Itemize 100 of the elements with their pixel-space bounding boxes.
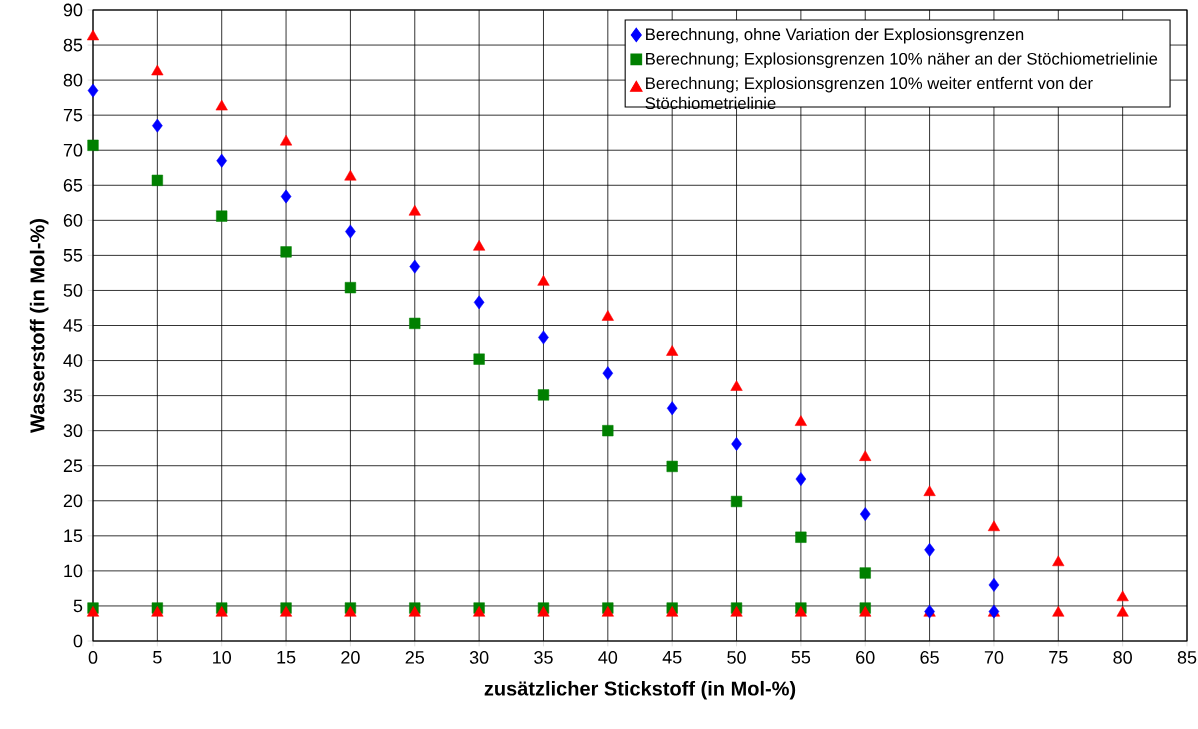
point [923, 485, 936, 496]
point [280, 134, 293, 146]
point [280, 246, 292, 258]
y-tick-label: 55 [63, 249, 83, 262]
point [87, 83, 99, 98]
point [409, 259, 421, 274]
x-tick-label: 15 [277, 651, 296, 664]
point [859, 450, 872, 461]
point [794, 415, 807, 426]
point [601, 310, 614, 321]
point [537, 275, 550, 286]
x-tick-label: 40 [598, 651, 618, 664]
y-tick-label: 65 [63, 178, 83, 192]
x-tick-label: 80 [1113, 651, 1132, 664]
point [538, 330, 549, 345]
x-axis-title: zusätzlicher Stickstoff (in Mol-%) [484, 680, 796, 700]
point [859, 567, 871, 579]
point [537, 606, 550, 617]
point [215, 99, 228, 111]
y-tick-label: 45 [63, 319, 83, 332]
point [859, 507, 871, 522]
point [473, 295, 485, 310]
point [730, 495, 743, 508]
point [730, 606, 743, 617]
point [216, 153, 227, 168]
point [86, 606, 100, 617]
y-tick-label: 85 [63, 38, 83, 52]
point [345, 224, 356, 239]
y-tick-label: 25 [63, 459, 83, 473]
y-tick-label: 50 [63, 284, 83, 297]
y-tick-label: 30 [63, 424, 83, 438]
point [666, 460, 678, 473]
y-axis-title: Wasserstoff (in Mol-%) [29, 219, 49, 433]
y-tick-label: 70 [63, 143, 83, 157]
point [987, 520, 1000, 532]
x-tick-label: 50 [727, 651, 746, 664]
y-tick-label: 35 [63, 389, 83, 402]
point [602, 425, 614, 437]
point [859, 606, 872, 617]
point [537, 389, 550, 401]
y-tick-label: 90 [63, 3, 83, 17]
x-tick-label: 55 [791, 651, 811, 664]
y-tick-label: 80 [63, 73, 83, 87]
point [602, 366, 614, 381]
point [1116, 590, 1129, 602]
point [601, 606, 614, 617]
point [795, 531, 807, 543]
point [344, 169, 357, 181]
point [152, 118, 163, 133]
point [666, 345, 679, 356]
point [730, 380, 743, 391]
x-tick-label: 75 [1049, 651, 1068, 664]
point [924, 542, 935, 557]
point [216, 210, 228, 222]
x-tick-label: 20 [341, 651, 360, 664]
legend-label: Berechnung; Explosionsgrenzen 10% näher an der Stöchiometrielinie [646, 52, 1158, 68]
point [151, 174, 163, 186]
y-tick-label: 15 [64, 529, 83, 543]
point [473, 353, 485, 365]
point [409, 317, 421, 329]
point [473, 240, 486, 251]
point [1116, 606, 1129, 617]
point [280, 189, 292, 204]
point [408, 204, 421, 216]
x-tick-label: 45 [662, 651, 682, 664]
x-tick-label: 70 [984, 651, 1004, 664]
x-tick-label: 25 [405, 651, 425, 664]
point [215, 606, 228, 617]
x-tick-label: 10 [213, 651, 232, 664]
point [408, 606, 421, 617]
point [795, 472, 807, 486]
y-tick-label: 0 [73, 634, 83, 648]
point [87, 139, 99, 151]
point [666, 401, 678, 416]
x-tick-label: 5 [153, 651, 162, 664]
point [988, 577, 1000, 592]
point [344, 606, 357, 617]
y-tick-label: 5 [73, 599, 83, 613]
point [1052, 606, 1065, 617]
x-tick-label: 65 [920, 651, 939, 664]
y-tick-label: 10 [64, 564, 83, 578]
y-tick-label: 40 [63, 354, 83, 367]
y-tick-label: 75 [63, 108, 83, 122]
point [151, 64, 164, 76]
point [731, 437, 742, 451]
point [473, 606, 486, 617]
y-tick-label: 60 [63, 213, 83, 227]
point [344, 282, 357, 294]
y-tick-label: 20 [63, 494, 83, 508]
point [86, 29, 100, 41]
point [794, 606, 807, 617]
x-tick-label: 30 [469, 651, 489, 664]
point [151, 606, 164, 617]
x-tick-label: 35 [534, 651, 553, 664]
point [1052, 555, 1065, 567]
x-tick-label: 0 [88, 651, 98, 664]
point [666, 606, 679, 617]
x-tick-label: 60 [856, 651, 875, 664]
x-tick-label: 85 [1177, 651, 1197, 664]
legend-label: Berechnung, ohne Variation der Explosionsgrenzen [646, 27, 1024, 44]
